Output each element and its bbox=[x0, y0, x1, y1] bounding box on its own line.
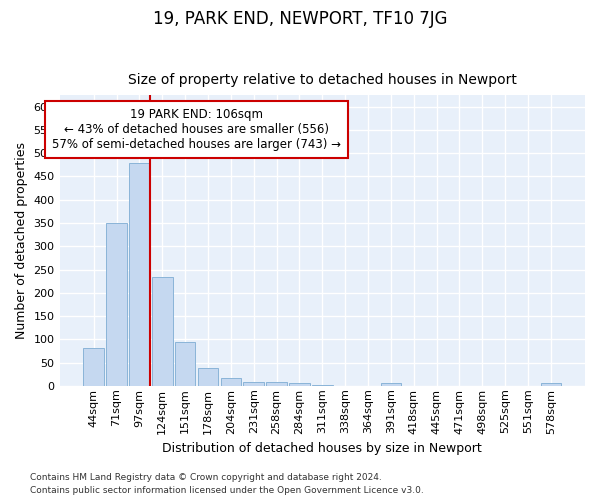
Bar bbox=[541, 384, 561, 386]
Text: Contains HM Land Registry data © Crown copyright and database right 2024.: Contains HM Land Registry data © Crown c… bbox=[30, 474, 382, 482]
Text: Contains public sector information licensed under the Open Government Licence v3: Contains public sector information licen… bbox=[30, 486, 424, 495]
Bar bbox=[106, 223, 127, 386]
Bar bbox=[129, 162, 150, 386]
Title: Size of property relative to detached houses in Newport: Size of property relative to detached ho… bbox=[128, 73, 517, 87]
Y-axis label: Number of detached properties: Number of detached properties bbox=[15, 142, 28, 339]
X-axis label: Distribution of detached houses by size in Newport: Distribution of detached houses by size … bbox=[163, 442, 482, 455]
Bar bbox=[244, 382, 264, 386]
Bar bbox=[152, 278, 173, 386]
Bar bbox=[198, 368, 218, 386]
Bar bbox=[380, 384, 401, 386]
Bar bbox=[175, 342, 196, 386]
Text: 19, PARK END, NEWPORT, TF10 7JG: 19, PARK END, NEWPORT, TF10 7JG bbox=[153, 10, 447, 28]
Bar bbox=[266, 382, 287, 386]
Text: 19 PARK END: 106sqm
← 43% of detached houses are smaller (556)
57% of semi-detac: 19 PARK END: 106sqm ← 43% of detached ho… bbox=[52, 108, 341, 150]
Bar bbox=[289, 384, 310, 386]
Bar bbox=[83, 348, 104, 386]
Bar bbox=[221, 378, 241, 386]
